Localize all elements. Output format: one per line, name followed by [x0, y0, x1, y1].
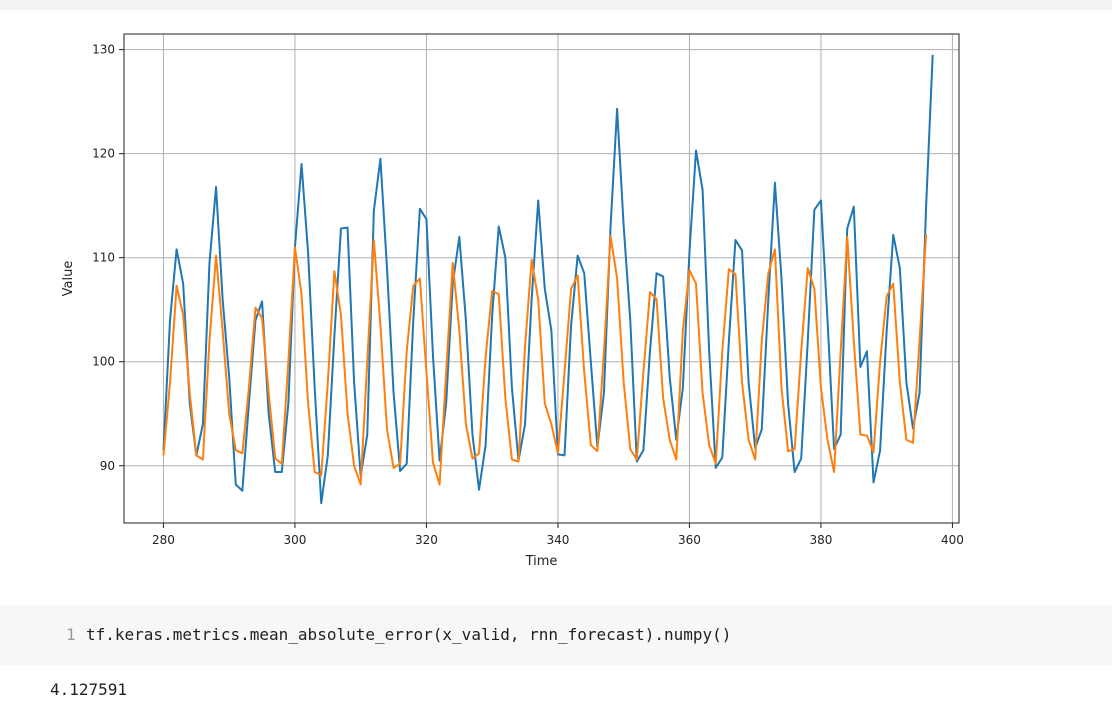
x-tick-label: 340 — [546, 533, 569, 547]
cell-top-strip — [0, 0, 1112, 10]
y-tick-label: 100 — [92, 355, 115, 369]
plot-frame — [123, 33, 960, 524]
chart-output: 280 300 320 340 360 380 400 90 100 110 120 130 Time… — [0, 10, 1112, 605]
y-axis-label: Value — [61, 261, 76, 297]
x-tick-label: 300 — [283, 533, 306, 547]
line-number: 1 — [66, 625, 76, 644]
code-cell[interactable]: 1 tf.keras.metrics.mean_absolute_error(x… — [0, 605, 1112, 665]
y-tick-label: 130 — [92, 43, 115, 57]
x-tick-label: 400 — [941, 533, 964, 547]
series-line-2 — [162, 233, 928, 486]
x-tick-label: 360 — [678, 533, 701, 547]
ticks: 280 300 320 340 360 380 400 90 100 110 120 130 — [92, 43, 964, 547]
cell-output-text: 4.127591 — [50, 680, 128, 699]
code-editor-line[interactable]: tf.keras.metrics.mean_absolute_error(x_v… — [86, 625, 732, 644]
x-tick-label: 320 — [415, 533, 438, 547]
line-chart: 280 300 320 340 360 380 400 90 100 110 120 130 Time… — [61, 33, 964, 569]
series-line-1 — [162, 54, 934, 505]
x-axis-label: Time — [525, 554, 558, 569]
series-lines — [162, 54, 934, 505]
y-tick-label: 120 — [92, 147, 115, 161]
x-tick-label: 380 — [809, 533, 832, 547]
y-tick-label: 90 — [100, 459, 115, 473]
y-tick-label: 110 — [92, 251, 115, 265]
x-tick-label: 280 — [152, 533, 175, 547]
